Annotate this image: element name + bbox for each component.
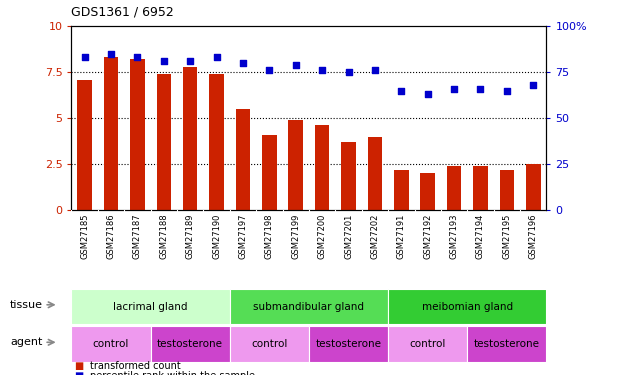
Point	[291, 62, 301, 68]
Point	[317, 68, 327, 74]
Text: GSM27202: GSM27202	[371, 214, 379, 259]
Text: GSM27193: GSM27193	[450, 214, 458, 260]
Point	[343, 69, 353, 75]
Text: testosterone: testosterone	[315, 339, 381, 349]
Text: GSM27194: GSM27194	[476, 214, 485, 259]
Bar	[526, 164, 540, 210]
Bar	[71, 326, 150, 362]
Bar	[156, 74, 171, 210]
Point	[528, 82, 538, 88]
Text: GSM27196: GSM27196	[529, 214, 538, 260]
Text: control: control	[93, 339, 129, 349]
Bar	[309, 326, 388, 362]
Bar	[420, 173, 435, 210]
Bar	[315, 126, 329, 210]
Bar	[388, 326, 468, 362]
Text: ■: ■	[75, 371, 84, 375]
Bar	[468, 326, 546, 362]
Text: testosterone: testosterone	[474, 339, 540, 349]
Bar	[262, 135, 276, 210]
Bar	[230, 289, 388, 324]
Text: GSM27197: GSM27197	[238, 214, 247, 260]
Point	[423, 91, 433, 97]
Text: GSM27191: GSM27191	[397, 214, 406, 259]
Point	[476, 86, 486, 92]
Bar	[394, 170, 409, 210]
Point	[159, 58, 169, 64]
Text: testosterone: testosterone	[157, 339, 223, 349]
Point	[212, 54, 222, 60]
Bar	[388, 289, 546, 324]
Bar	[447, 166, 461, 210]
Point	[502, 88, 512, 94]
Bar	[500, 170, 514, 210]
Bar	[236, 109, 250, 210]
Bar	[71, 289, 230, 324]
Text: GSM27200: GSM27200	[318, 214, 327, 259]
Text: agent: agent	[11, 337, 43, 347]
Point	[449, 86, 459, 92]
Text: submandibular gland: submandibular gland	[253, 302, 365, 312]
Point	[106, 51, 116, 57]
Point	[238, 60, 248, 66]
Text: GSM27190: GSM27190	[212, 214, 221, 259]
Bar	[104, 57, 118, 210]
Bar	[209, 74, 224, 210]
Point	[185, 58, 195, 64]
Text: GSM27199: GSM27199	[291, 214, 300, 259]
Point	[79, 54, 89, 60]
Bar	[230, 326, 309, 362]
Bar	[289, 120, 303, 210]
Text: GSM27189: GSM27189	[186, 214, 194, 260]
Point	[265, 68, 274, 74]
Text: lacrimal gland: lacrimal gland	[114, 302, 188, 312]
Text: GSM27188: GSM27188	[160, 214, 168, 260]
Bar	[473, 166, 487, 210]
Text: GSM27186: GSM27186	[107, 214, 116, 260]
Text: GSM27192: GSM27192	[424, 214, 432, 259]
Text: tissue: tissue	[10, 300, 43, 310]
Text: control: control	[409, 339, 446, 349]
Text: GSM27187: GSM27187	[133, 214, 142, 260]
Bar	[150, 326, 230, 362]
Point	[132, 54, 142, 60]
Bar	[368, 136, 382, 210]
Bar	[342, 142, 356, 210]
Point	[370, 68, 380, 74]
Text: GDS1361 / 6952: GDS1361 / 6952	[71, 6, 174, 19]
Text: percentile rank within the sample: percentile rank within the sample	[90, 371, 255, 375]
Text: GSM27201: GSM27201	[344, 214, 353, 259]
Bar	[78, 80, 92, 210]
Text: GSM27195: GSM27195	[502, 214, 511, 259]
Text: transformed count: transformed count	[90, 361, 181, 370]
Point	[396, 88, 406, 94]
Text: control: control	[251, 339, 288, 349]
Bar	[130, 59, 145, 210]
Text: ■: ■	[75, 361, 84, 370]
Text: GSM27185: GSM27185	[80, 214, 89, 260]
Text: GSM27198: GSM27198	[265, 214, 274, 260]
Bar	[183, 67, 197, 210]
Text: meibomian gland: meibomian gland	[422, 302, 513, 312]
